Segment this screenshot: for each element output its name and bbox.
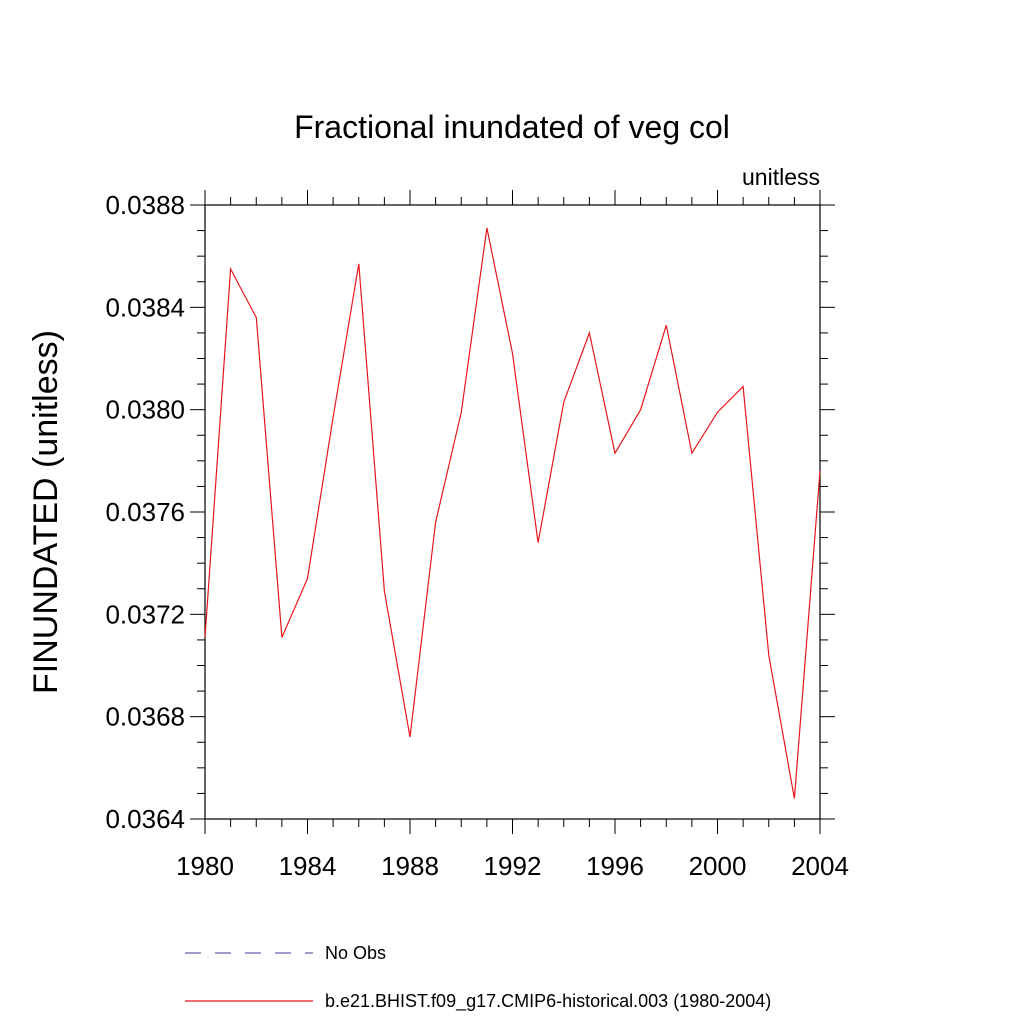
x-tick-label: 2000 [689, 851, 747, 881]
data-point [793, 797, 796, 800]
data-point [357, 262, 360, 265]
data-point [229, 267, 232, 270]
y-tick-label: 0.0380 [105, 395, 185, 425]
y-tick-label: 0.0384 [105, 292, 185, 322]
data-point [434, 521, 437, 524]
data-point [255, 316, 258, 319]
data-point [383, 590, 386, 593]
legend: No Obs b.e21.BHIST.f09_g17.CMIP6-histori… [185, 943, 771, 1012]
data-point [204, 636, 207, 639]
legend-label-historical: b.e21.BHIST.f09_g17.CMIP6-historical.003… [325, 991, 771, 1012]
x-tick-label: 2004 [791, 851, 849, 881]
data-point [819, 470, 822, 473]
data-point [460, 411, 463, 414]
x-tick-label: 1988 [381, 851, 439, 881]
data-point [537, 541, 540, 544]
y-axis-label: FINUNDATED (unitless) [27, 330, 65, 694]
data-point [306, 577, 309, 580]
x-tick-label: 1984 [279, 851, 337, 881]
y-axis-tick-labels: 0.0364 0.0368 0.0372 0.0376 0.0380 0.0384 0.03… [105, 190, 185, 834]
plot-frame [204, 204, 821, 820]
data-point [716, 411, 719, 414]
data-point [614, 452, 617, 455]
data-point [588, 331, 591, 334]
y-tick-label: 0.0368 [105, 702, 185, 732]
data-point [690, 452, 693, 455]
data-point [742, 385, 745, 388]
legend-label-no-obs: No Obs [325, 943, 386, 963]
x-tick-label: 1992 [484, 851, 542, 881]
x-tick-label: 1996 [586, 851, 644, 881]
x-axis-ticks [204, 190, 821, 834]
series-line-historical [204, 227, 821, 799]
data-point [665, 324, 668, 327]
chart-title: Fractional inundated of veg col [294, 109, 730, 145]
data-point [332, 416, 335, 419]
x-tick-label: 1980 [176, 851, 234, 881]
y-tick-label: 0.0388 [105, 190, 185, 220]
data-point [485, 227, 488, 230]
y-tick-label: 0.0376 [105, 497, 185, 527]
y-tick-label: 0.0364 [105, 804, 185, 834]
x-axis-tick-labels: 1980 1984 1988 1992 1996 2000 2004 [176, 851, 849, 881]
data-point [511, 352, 514, 355]
data-point [409, 736, 412, 739]
data-point [280, 636, 283, 639]
data-point [639, 408, 642, 411]
series-layer [204, 227, 822, 800]
data-point [767, 654, 770, 657]
y-axis-ticks [190, 204, 835, 820]
data-point [562, 400, 565, 403]
y-tick-label: 0.0372 [105, 599, 185, 629]
units-label: unitless [742, 164, 820, 190]
